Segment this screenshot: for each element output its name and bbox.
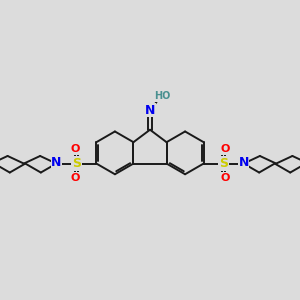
Text: S: S: [72, 157, 81, 170]
Text: O: O: [220, 144, 230, 154]
Text: N: N: [145, 104, 155, 117]
Text: O: O: [220, 173, 230, 183]
Text: O: O: [70, 144, 80, 154]
Text: N: N: [238, 156, 249, 169]
Text: O: O: [70, 173, 80, 183]
Text: N: N: [51, 156, 62, 169]
Text: S: S: [219, 157, 228, 170]
Text: HO: HO: [154, 92, 171, 101]
